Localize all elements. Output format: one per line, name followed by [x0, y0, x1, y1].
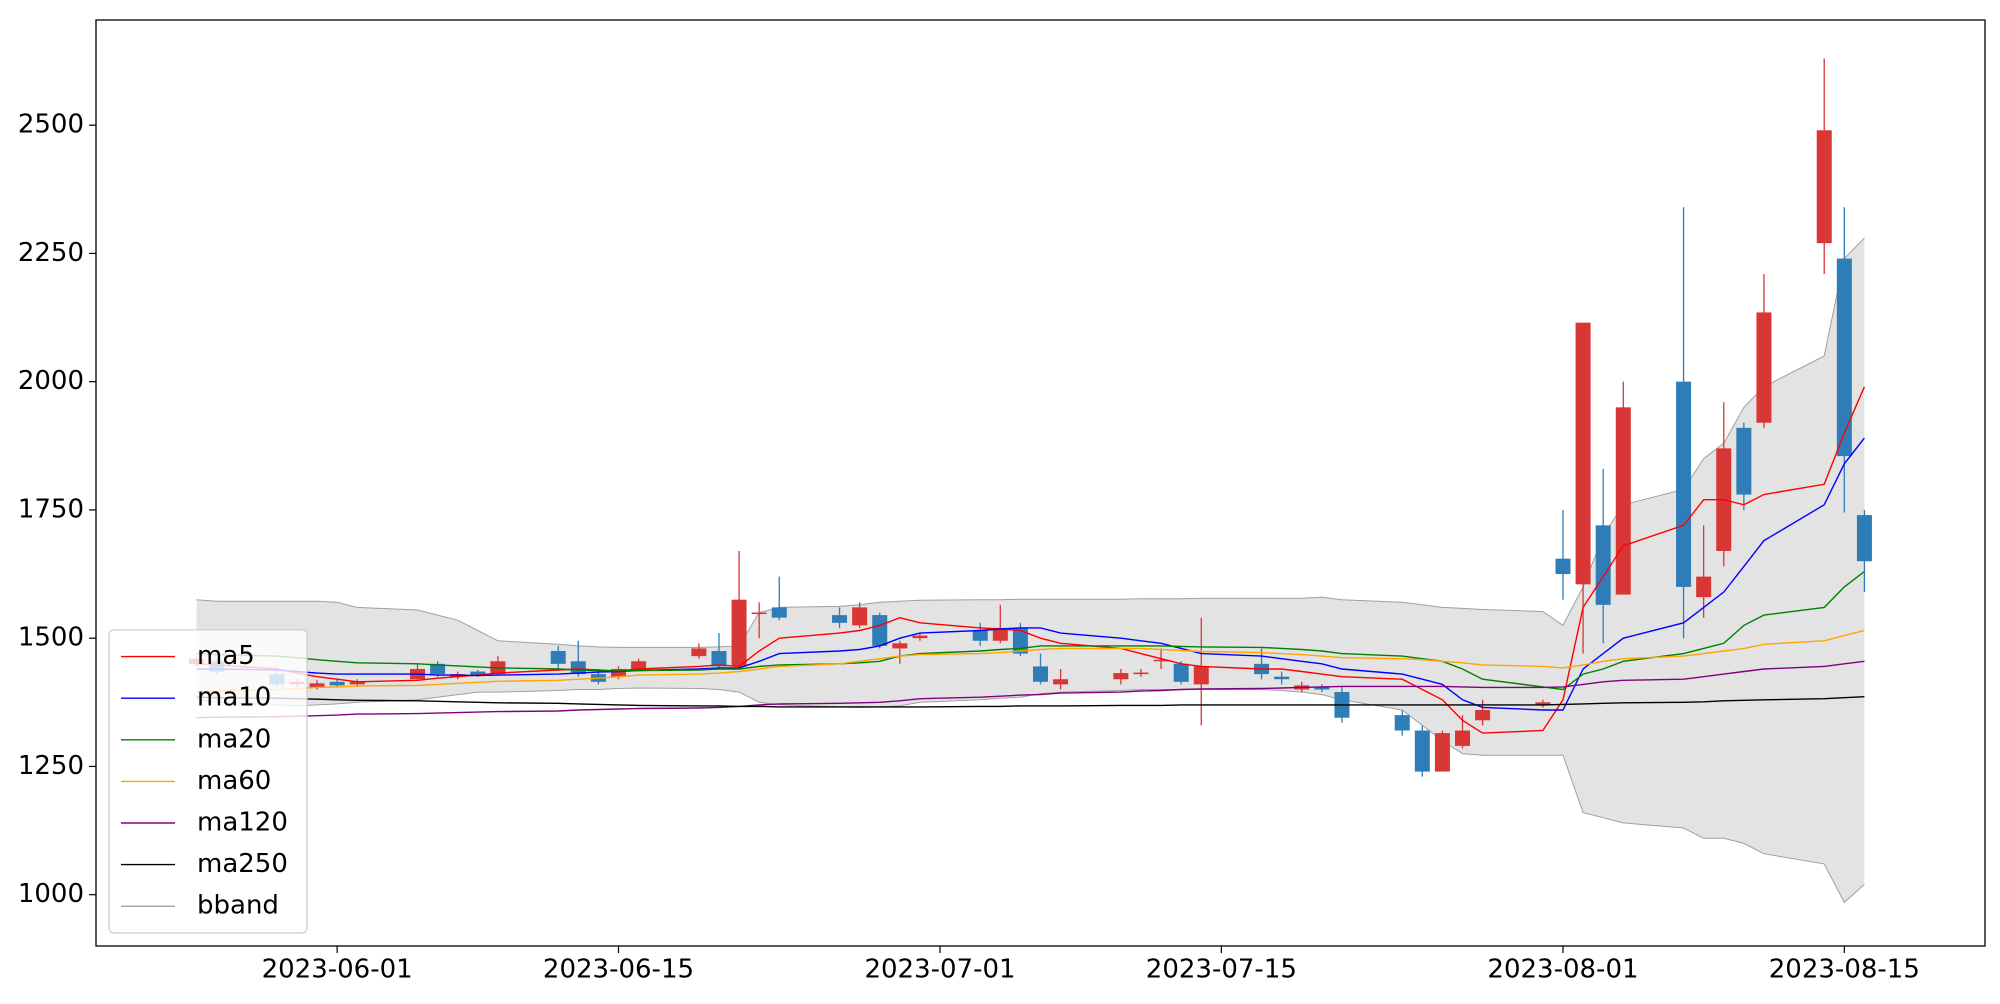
legend-label: ma250: [197, 849, 288, 879]
x-tick-label: 2023-07-01: [864, 955, 1015, 985]
candle-body: [1696, 576, 1712, 598]
legend: ma5 ma10 ma20 ma60 ma120 ma250 bband: [108, 629, 308, 934]
candle-body: [1455, 730, 1471, 746]
candle-body: [470, 671, 486, 676]
legend-label: ma20: [197, 724, 271, 754]
candle-body: [631, 661, 647, 669]
candle-body: [1314, 686, 1330, 690]
candle-body: [1756, 312, 1772, 423]
y-tick-label: 2250: [18, 238, 84, 268]
candle-body: [751, 612, 767, 615]
candle-body: [1012, 627, 1028, 654]
y-tick-label: 2000: [18, 366, 84, 396]
candle-body: [1193, 666, 1209, 685]
candle-body: [1856, 515, 1872, 562]
candle-body: [1475, 710, 1491, 721]
candle-body: [1434, 733, 1450, 772]
candle-body: [1575, 322, 1591, 585]
y-tick-label: 1750: [18, 494, 84, 524]
candle-body: [1113, 673, 1129, 680]
candle-body: [972, 630, 988, 641]
legend-label: ma10: [197, 683, 271, 713]
y-tick-label: 2500: [18, 110, 84, 140]
candle-body: [430, 663, 446, 675]
legend-box: [108, 629, 308, 934]
candle-body: [309, 683, 325, 687]
candle-body: [1816, 130, 1832, 244]
x-tick-label: 2023-07-15: [1146, 955, 1297, 985]
candle-body: [872, 615, 888, 646]
plot-area: [188, 58, 1872, 904]
ma-line: [196, 696, 1865, 708]
candle-body: [570, 661, 586, 675]
candle-body: [912, 635, 928, 639]
candle-body: [832, 615, 848, 623]
x-tick-label: 2023-06-15: [543, 955, 694, 985]
x-tick-label: 2023-06-01: [262, 955, 413, 985]
candle-body: [1414, 730, 1430, 772]
candle-body: [1053, 679, 1069, 685]
candle-body: [349, 681, 365, 685]
x-tick-label: 2023-08-15: [1769, 955, 1920, 985]
candle-body: [892, 643, 908, 649]
candle-body: [771, 607, 787, 618]
ma-line: [196, 437, 1865, 711]
candle-body: [1033, 666, 1048, 682]
candle-body: [1676, 381, 1692, 587]
candle-body: [550, 651, 566, 664]
legend-label: bband: [197, 891, 279, 921]
candle-body: [1555, 558, 1571, 575]
candle-body: [1133, 672, 1149, 675]
legend-label: ma120: [197, 808, 288, 838]
candle-body: [1173, 663, 1189, 682]
candle-body: [1595, 525, 1611, 605]
candle-body: [1615, 407, 1631, 595]
candle-body: [992, 627, 1008, 641]
legend-label: ma60: [197, 766, 271, 796]
ma-line: [196, 629, 1865, 693]
candle-body: [731, 599, 747, 667]
x-tick-label: 2023-08-01: [1487, 955, 1638, 985]
candle-body: [852, 607, 868, 626]
candle-body: [610, 668, 626, 677]
candle-body: [1394, 715, 1410, 731]
candle-body: [1535, 702, 1551, 705]
ma-line: [196, 660, 1865, 719]
ma-line: [196, 570, 1865, 691]
candle-body: [329, 681, 345, 686]
candle-body: [1153, 659, 1169, 662]
candle-body: [1836, 258, 1852, 457]
candle-body: [691, 648, 707, 657]
y-tick-label: 1000: [18, 879, 84, 909]
y-tick-label: 1250: [18, 751, 84, 781]
legend-label: ma5: [197, 641, 255, 671]
band-fill: [196, 238, 1865, 903]
candle-body: [711, 651, 727, 667]
plot-frame: [95, 19, 1986, 947]
candle-body: [1736, 427, 1752, 495]
y-tick-label: 1500: [18, 623, 84, 653]
candle-body: [1274, 676, 1290, 680]
